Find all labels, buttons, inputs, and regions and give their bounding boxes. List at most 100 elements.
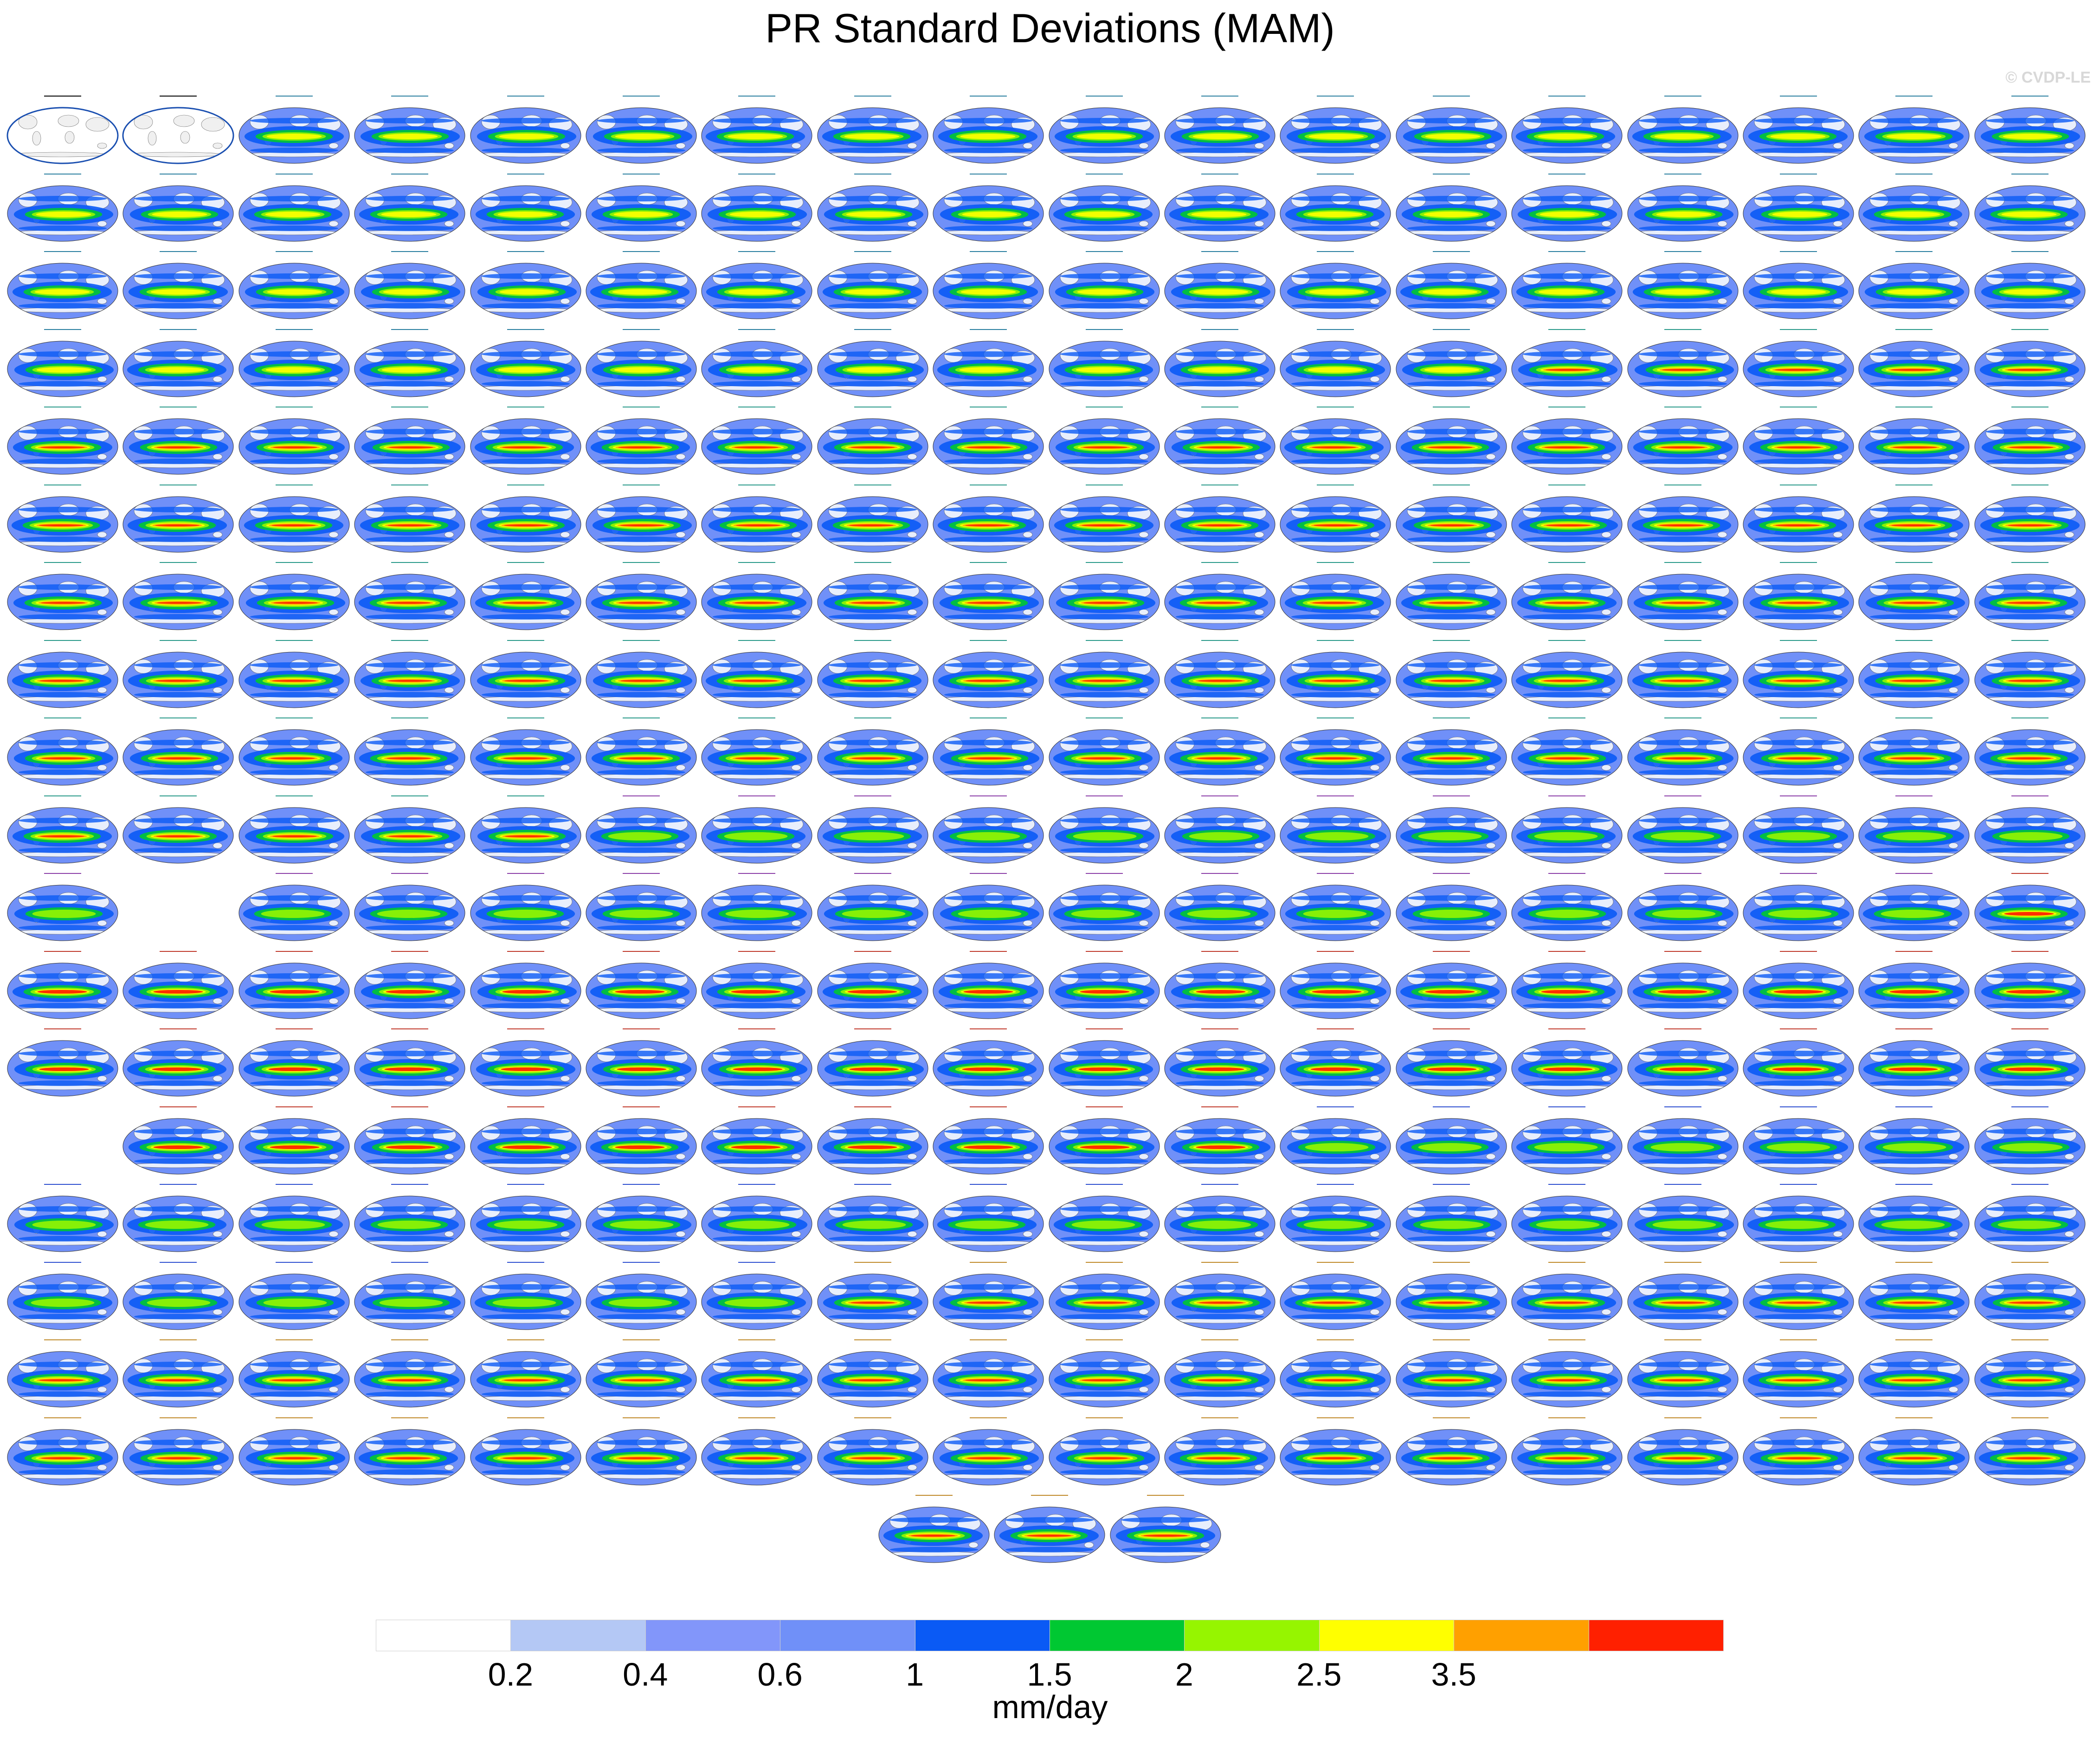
storm-track <box>1175 1158 1264 1164</box>
map-globe <box>1511 263 1623 319</box>
storm-track <box>1060 195 1148 201</box>
panel-title-line <box>2011 1106 2048 1107</box>
map-outline <box>1280 107 1391 164</box>
map-panel <box>1856 404 1972 478</box>
land-shape <box>2064 531 2074 537</box>
map-panel <box>352 326 468 401</box>
land-shape <box>1717 1153 1727 1159</box>
precip-band <box>1192 134 1248 139</box>
storm-track <box>1291 847 1380 853</box>
storm-track <box>1754 925 1843 931</box>
panel-title-line <box>275 873 313 874</box>
map-globe <box>817 885 928 941</box>
precip-band <box>2008 679 2053 682</box>
panel-title-line <box>1432 96 1470 97</box>
storm-track <box>1522 506 1611 512</box>
map-globe <box>586 107 697 164</box>
panel-title-line <box>1895 640 1933 641</box>
precip-band <box>844 134 900 139</box>
panel-title-line <box>738 950 776 952</box>
land-shape <box>213 1075 223 1082</box>
storm-track <box>1870 506 1958 512</box>
map-panel <box>1162 171 1278 245</box>
precip-band <box>733 679 778 682</box>
panel-title-line <box>391 795 429 796</box>
precip-band <box>384 1067 434 1071</box>
panel-title-line <box>2011 950 2048 952</box>
map-globe <box>817 496 928 552</box>
storm-track <box>481 429 570 434</box>
map-panel <box>1856 870 1972 944</box>
storm-track <box>944 429 1033 434</box>
storm-track <box>713 381 801 387</box>
map-panel <box>1393 1104 1509 1178</box>
precip-band <box>1199 446 1243 448</box>
land-shape <box>1370 609 1380 615</box>
map-globe <box>1858 652 1970 708</box>
storm-track <box>1291 536 1380 542</box>
map-globe <box>701 496 812 552</box>
land-shape <box>1486 298 1496 304</box>
storm-track <box>828 817 917 823</box>
panel-title-line <box>1664 251 1701 252</box>
panel-title-line <box>44 873 81 874</box>
precip-band <box>1429 602 1473 604</box>
storm-track <box>1870 303 1958 309</box>
land-shape <box>1717 453 1727 460</box>
storm-track <box>481 1080 570 1086</box>
precip-band <box>1071 910 1135 918</box>
storm-track <box>1407 148 1495 153</box>
land-shape <box>1486 920 1496 926</box>
precip-band <box>846 211 902 217</box>
storm-track <box>481 506 570 512</box>
panel-title-line <box>2011 873 2048 874</box>
map-panel <box>468 248 584 323</box>
map-panel <box>236 1026 352 1100</box>
precip-band <box>499 289 555 295</box>
map-globe <box>238 496 350 552</box>
storm-track <box>828 584 917 590</box>
map-globe <box>238 885 350 941</box>
land-shape <box>444 531 454 537</box>
map-panel <box>1277 870 1393 944</box>
map-globe <box>354 107 465 164</box>
map-panel <box>1162 948 1278 1022</box>
map-globe <box>238 1196 350 1252</box>
land-shape <box>1139 220 1148 226</box>
panel-title-line <box>738 717 776 718</box>
precip-band <box>502 989 552 994</box>
storm-track <box>944 817 1033 823</box>
land-shape <box>213 298 223 304</box>
land-shape <box>676 920 686 926</box>
map-panel <box>1046 326 1162 401</box>
map-globe <box>1858 496 1970 552</box>
storm-track <box>250 351 338 357</box>
map-globe <box>701 185 812 241</box>
map-globe <box>586 418 697 475</box>
precip-band <box>502 757 548 759</box>
land-shape <box>2064 376 2074 382</box>
storm-track <box>481 225 570 231</box>
storm-track <box>597 847 686 853</box>
map-globe <box>1049 652 1160 708</box>
land-shape <box>2064 1075 2074 1082</box>
storm-track <box>1407 973 1495 979</box>
map-panel <box>468 637 584 711</box>
storm-track <box>1985 506 2074 512</box>
land-shape <box>907 142 917 149</box>
map-panel <box>930 715 1046 789</box>
map-panel <box>583 715 699 789</box>
precip-band <box>1888 1067 1938 1071</box>
map-panel <box>815 948 931 1022</box>
land-shape <box>1717 298 1727 304</box>
land-shape <box>444 1075 454 1082</box>
panel-title-line <box>1664 640 1701 641</box>
precip-band <box>1425 989 1475 994</box>
panel-title-line <box>275 1184 313 1185</box>
storm-track <box>250 536 338 542</box>
storm-track <box>1060 895 1148 901</box>
storm-track <box>1407 429 1495 434</box>
precip-band <box>609 910 673 918</box>
land-shape <box>1486 1075 1496 1082</box>
land-shape <box>560 609 570 615</box>
